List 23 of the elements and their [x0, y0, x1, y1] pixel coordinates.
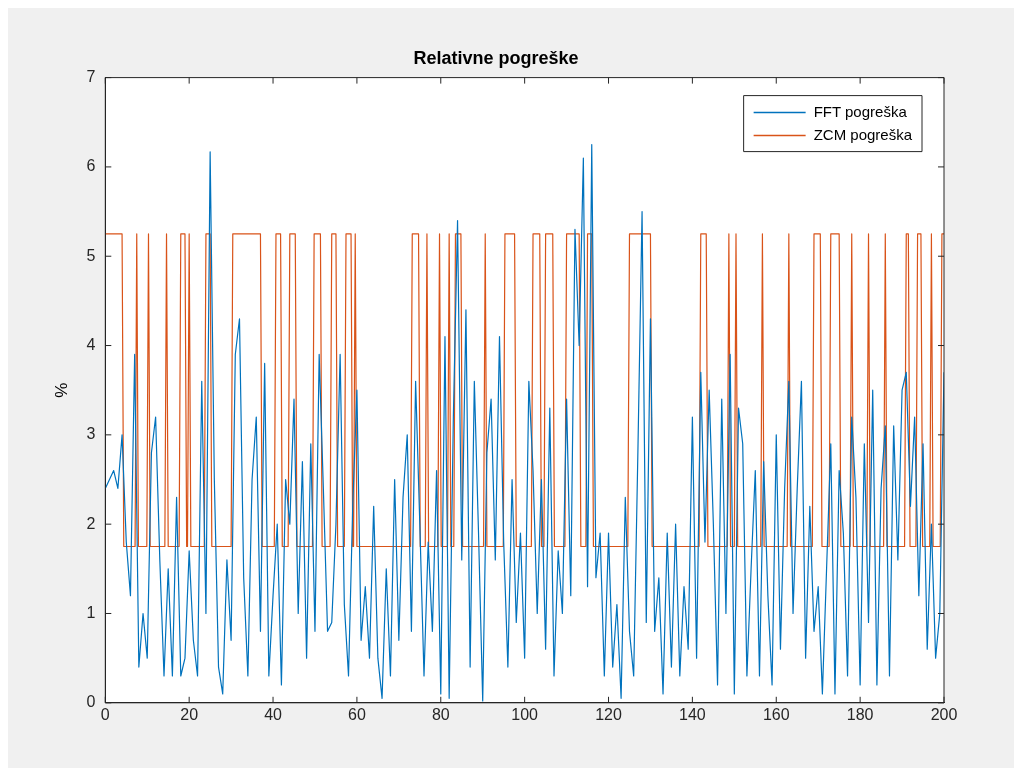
y-tick-label: 4 [86, 335, 96, 353]
x-tick-label: 200 [930, 705, 958, 723]
chart-title: Relativne pogreške [413, 47, 579, 68]
x-tick-label: 20 [180, 705, 199, 723]
x-tick-label: 40 [264, 705, 283, 723]
x-tick-label: 180 [846, 705, 874, 723]
x-tick-label: 60 [348, 705, 366, 723]
y-tick-label: 0 [86, 693, 96, 711]
x-tick-label: 80 [431, 705, 450, 723]
legend-label: ZCM pogreška [813, 125, 913, 143]
y-tick-label: 1 [86, 603, 96, 621]
y-tick-label: 6 [86, 157, 96, 175]
y-tick-label: 2 [86, 514, 96, 532]
y-tick-label: 7 [86, 68, 96, 86]
x-tick-label: 120 [595, 705, 622, 723]
x-tick-label: 100 [511, 705, 539, 723]
legend-label: FFT pogreška [813, 102, 908, 120]
x-tick-label: 160 [762, 705, 790, 723]
y-tick-label: 3 [86, 425, 96, 443]
x-tick-label: 0 [100, 705, 110, 723]
x-tick-label: 140 [679, 705, 706, 723]
y-tick-label: 5 [86, 246, 96, 264]
y-axis-title: % [51, 382, 71, 398]
